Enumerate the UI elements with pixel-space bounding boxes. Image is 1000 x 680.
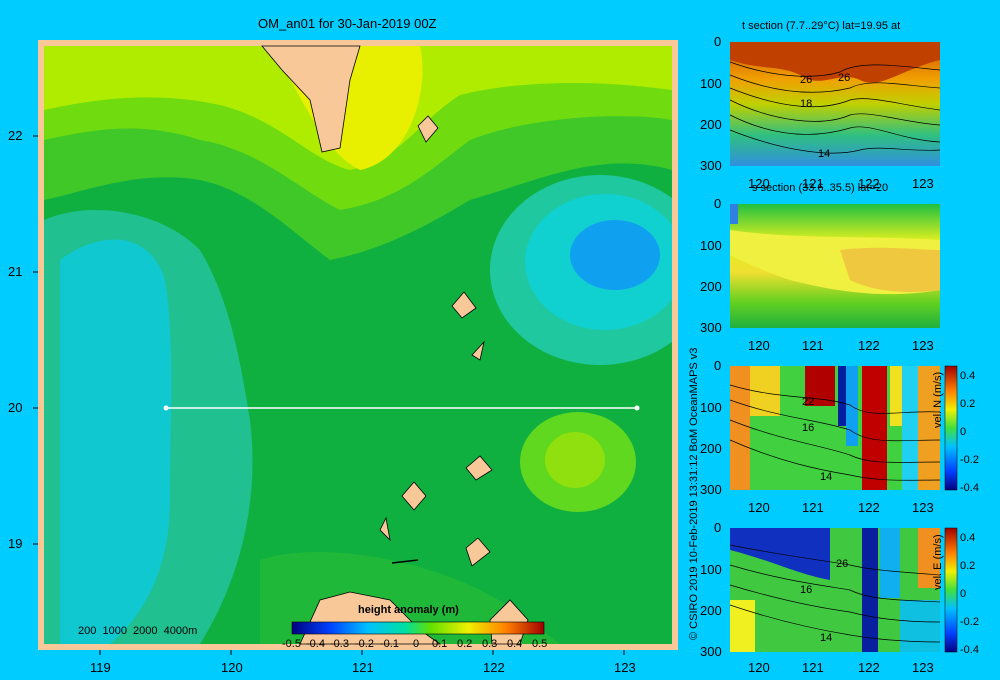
vn-section-panel <box>729 366 941 490</box>
credit-text: © CSIRO 2019 10-Feb-2019 13:31:12 BoM Oc… <box>688 347 700 640</box>
islet-line <box>391 559 419 564</box>
contour-label: 26 <box>836 558 849 570</box>
section-start-marker <box>163 405 169 411</box>
colorbar-tick: 0.1 <box>432 638 448 650</box>
panel-lon-tick: 121 <box>802 338 824 353</box>
panel-lon-tick: 121 <box>802 660 824 675</box>
depth-tick: 200 <box>700 603 722 618</box>
depth-tick: 0 <box>714 520 722 535</box>
panel-lon-tick: 120 <box>748 338 770 353</box>
colorbar-tick: -0.2 <box>355 638 374 650</box>
contour-label: 14 <box>818 148 831 160</box>
colorbar-tick: 0.4 <box>507 638 523 650</box>
vel-tick: 0 <box>960 426 967 438</box>
lat-tick: 21 <box>8 264 23 279</box>
panel-lon-tick: 121 <box>802 500 824 515</box>
depth-tick: 100 <box>700 238 722 253</box>
depth-tick: 200 <box>700 441 722 456</box>
section-end-marker <box>634 405 640 411</box>
panel-lon-tick: 122 <box>858 338 880 353</box>
colorbar-tick: -0.5 <box>282 638 301 650</box>
panel-lon-tick: 123 <box>912 660 934 675</box>
depth-tick: 300 <box>700 644 722 659</box>
map-title: OM_an01 for 30-Jan-2019 00Z <box>258 16 437 31</box>
contour-label: 16 <box>802 422 815 434</box>
depth-tick: 100 <box>700 76 722 91</box>
lon-tick: 123 <box>614 660 636 675</box>
depth-tick: 200 <box>700 117 722 132</box>
colorbar-tick: -0.3 <box>330 638 349 650</box>
contour-label: 26 <box>838 72 851 84</box>
vel-tick: -0.2 <box>960 616 979 628</box>
vel-tick: 0.2 <box>960 398 976 410</box>
vel-tick: 0.2 <box>960 560 976 572</box>
ve-section-panel <box>729 528 941 652</box>
t-section-panel <box>729 42 941 166</box>
depth-tick: 300 <box>700 482 722 497</box>
height-anomaly-field <box>44 46 672 644</box>
vel-n-label: vel. N (m/s) <box>932 371 944 428</box>
depth-tick: 300 <box>700 320 722 335</box>
depth-legend: 200 1000 2000 4000m <box>78 625 198 637</box>
panel-lon-tick: 120 <box>748 500 770 515</box>
colorbar-tick: 0.2 <box>457 638 473 650</box>
colorbar-tick: -0.4 <box>306 638 325 650</box>
colorbar-tick: -0.1 <box>380 638 399 650</box>
depth-tick: 200 <box>700 279 722 294</box>
vel-tick: -0.4 <box>960 644 979 656</box>
main-map-ticks <box>33 135 625 655</box>
vel-tick: 0.4 <box>960 532 976 544</box>
lat-tick: 19 <box>8 536 23 551</box>
s-section-title: s section (33.6..35.5) lat=20 <box>752 182 889 194</box>
depth-tick: 300 <box>700 158 722 173</box>
depth-tick: 0 <box>714 34 722 49</box>
contour-label: 22 <box>802 396 815 408</box>
vel-tick: 0.4 <box>960 370 976 382</box>
panel-lon-tick: 122 <box>858 500 880 515</box>
contour-label: 26 <box>800 74 813 86</box>
contour-label: 16 <box>800 584 813 596</box>
panel-lon-tick: 120 <box>748 176 770 191</box>
panel-lon-tick: 122 <box>858 176 880 191</box>
contour-label: 14 <box>820 632 833 644</box>
depth-tick: 0 <box>714 358 722 373</box>
depth-tick: 100 <box>700 562 722 577</box>
colorbar-tick: 0.5 <box>532 638 548 650</box>
panel-lon-tick: 120 <box>748 660 770 675</box>
lon-tick: 120 <box>221 660 243 675</box>
panel-lon-tick: 123 <box>912 176 934 191</box>
t-section-title: t section (7.7..29°C) lat=19.95 at <box>742 20 901 32</box>
contour-label: 14 <box>820 471 833 483</box>
vel-tick: -0.2 <box>960 454 979 466</box>
panel-lon-tick: 121 <box>802 176 824 191</box>
panel-lon-tick: 123 <box>912 338 934 353</box>
colorbar-tick: 0 <box>413 638 420 650</box>
vel-e-colorbar <box>944 527 958 653</box>
lon-tick: 122 <box>483 660 505 675</box>
s-section-panel <box>730 204 940 328</box>
vel-tick: -0.4 <box>960 482 979 494</box>
lon-tick: 121 <box>352 660 374 675</box>
colorbar-title: height anomaly (m) <box>358 604 459 616</box>
colorbar <box>291 621 545 635</box>
panel-lon-tick: 122 <box>858 660 880 675</box>
lon-tick: 119 <box>90 660 111 675</box>
panel-lon-tick: 123 <box>912 500 934 515</box>
colorbar-tick: 0.3 <box>482 638 498 650</box>
contour-label: 18 <box>800 98 813 110</box>
vel-n-colorbar <box>944 365 958 491</box>
vel-tick: 0 <box>960 588 967 600</box>
depth-tick: 100 <box>700 400 722 415</box>
lat-tick: 22 <box>8 128 23 143</box>
lat-tick: 20 <box>8 400 23 415</box>
vel-e-label: vel. E (m/s) <box>932 534 944 590</box>
depth-tick: 0 <box>714 196 722 211</box>
